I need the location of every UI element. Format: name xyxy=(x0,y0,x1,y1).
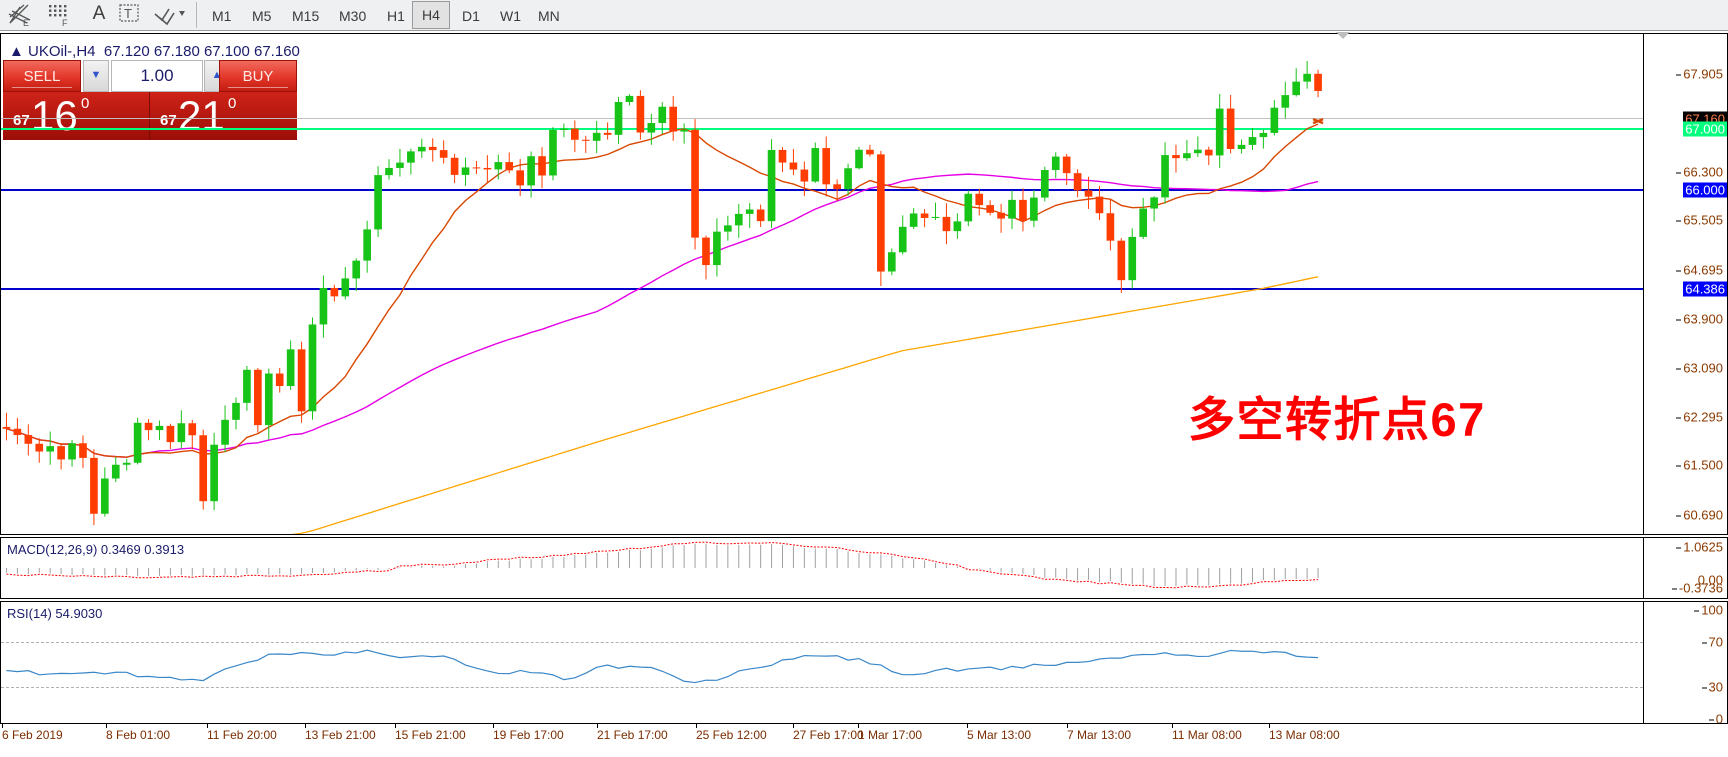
svg-text:E: E xyxy=(23,18,29,27)
svg-text:T: T xyxy=(124,6,132,21)
svg-text:F: F xyxy=(62,18,68,27)
